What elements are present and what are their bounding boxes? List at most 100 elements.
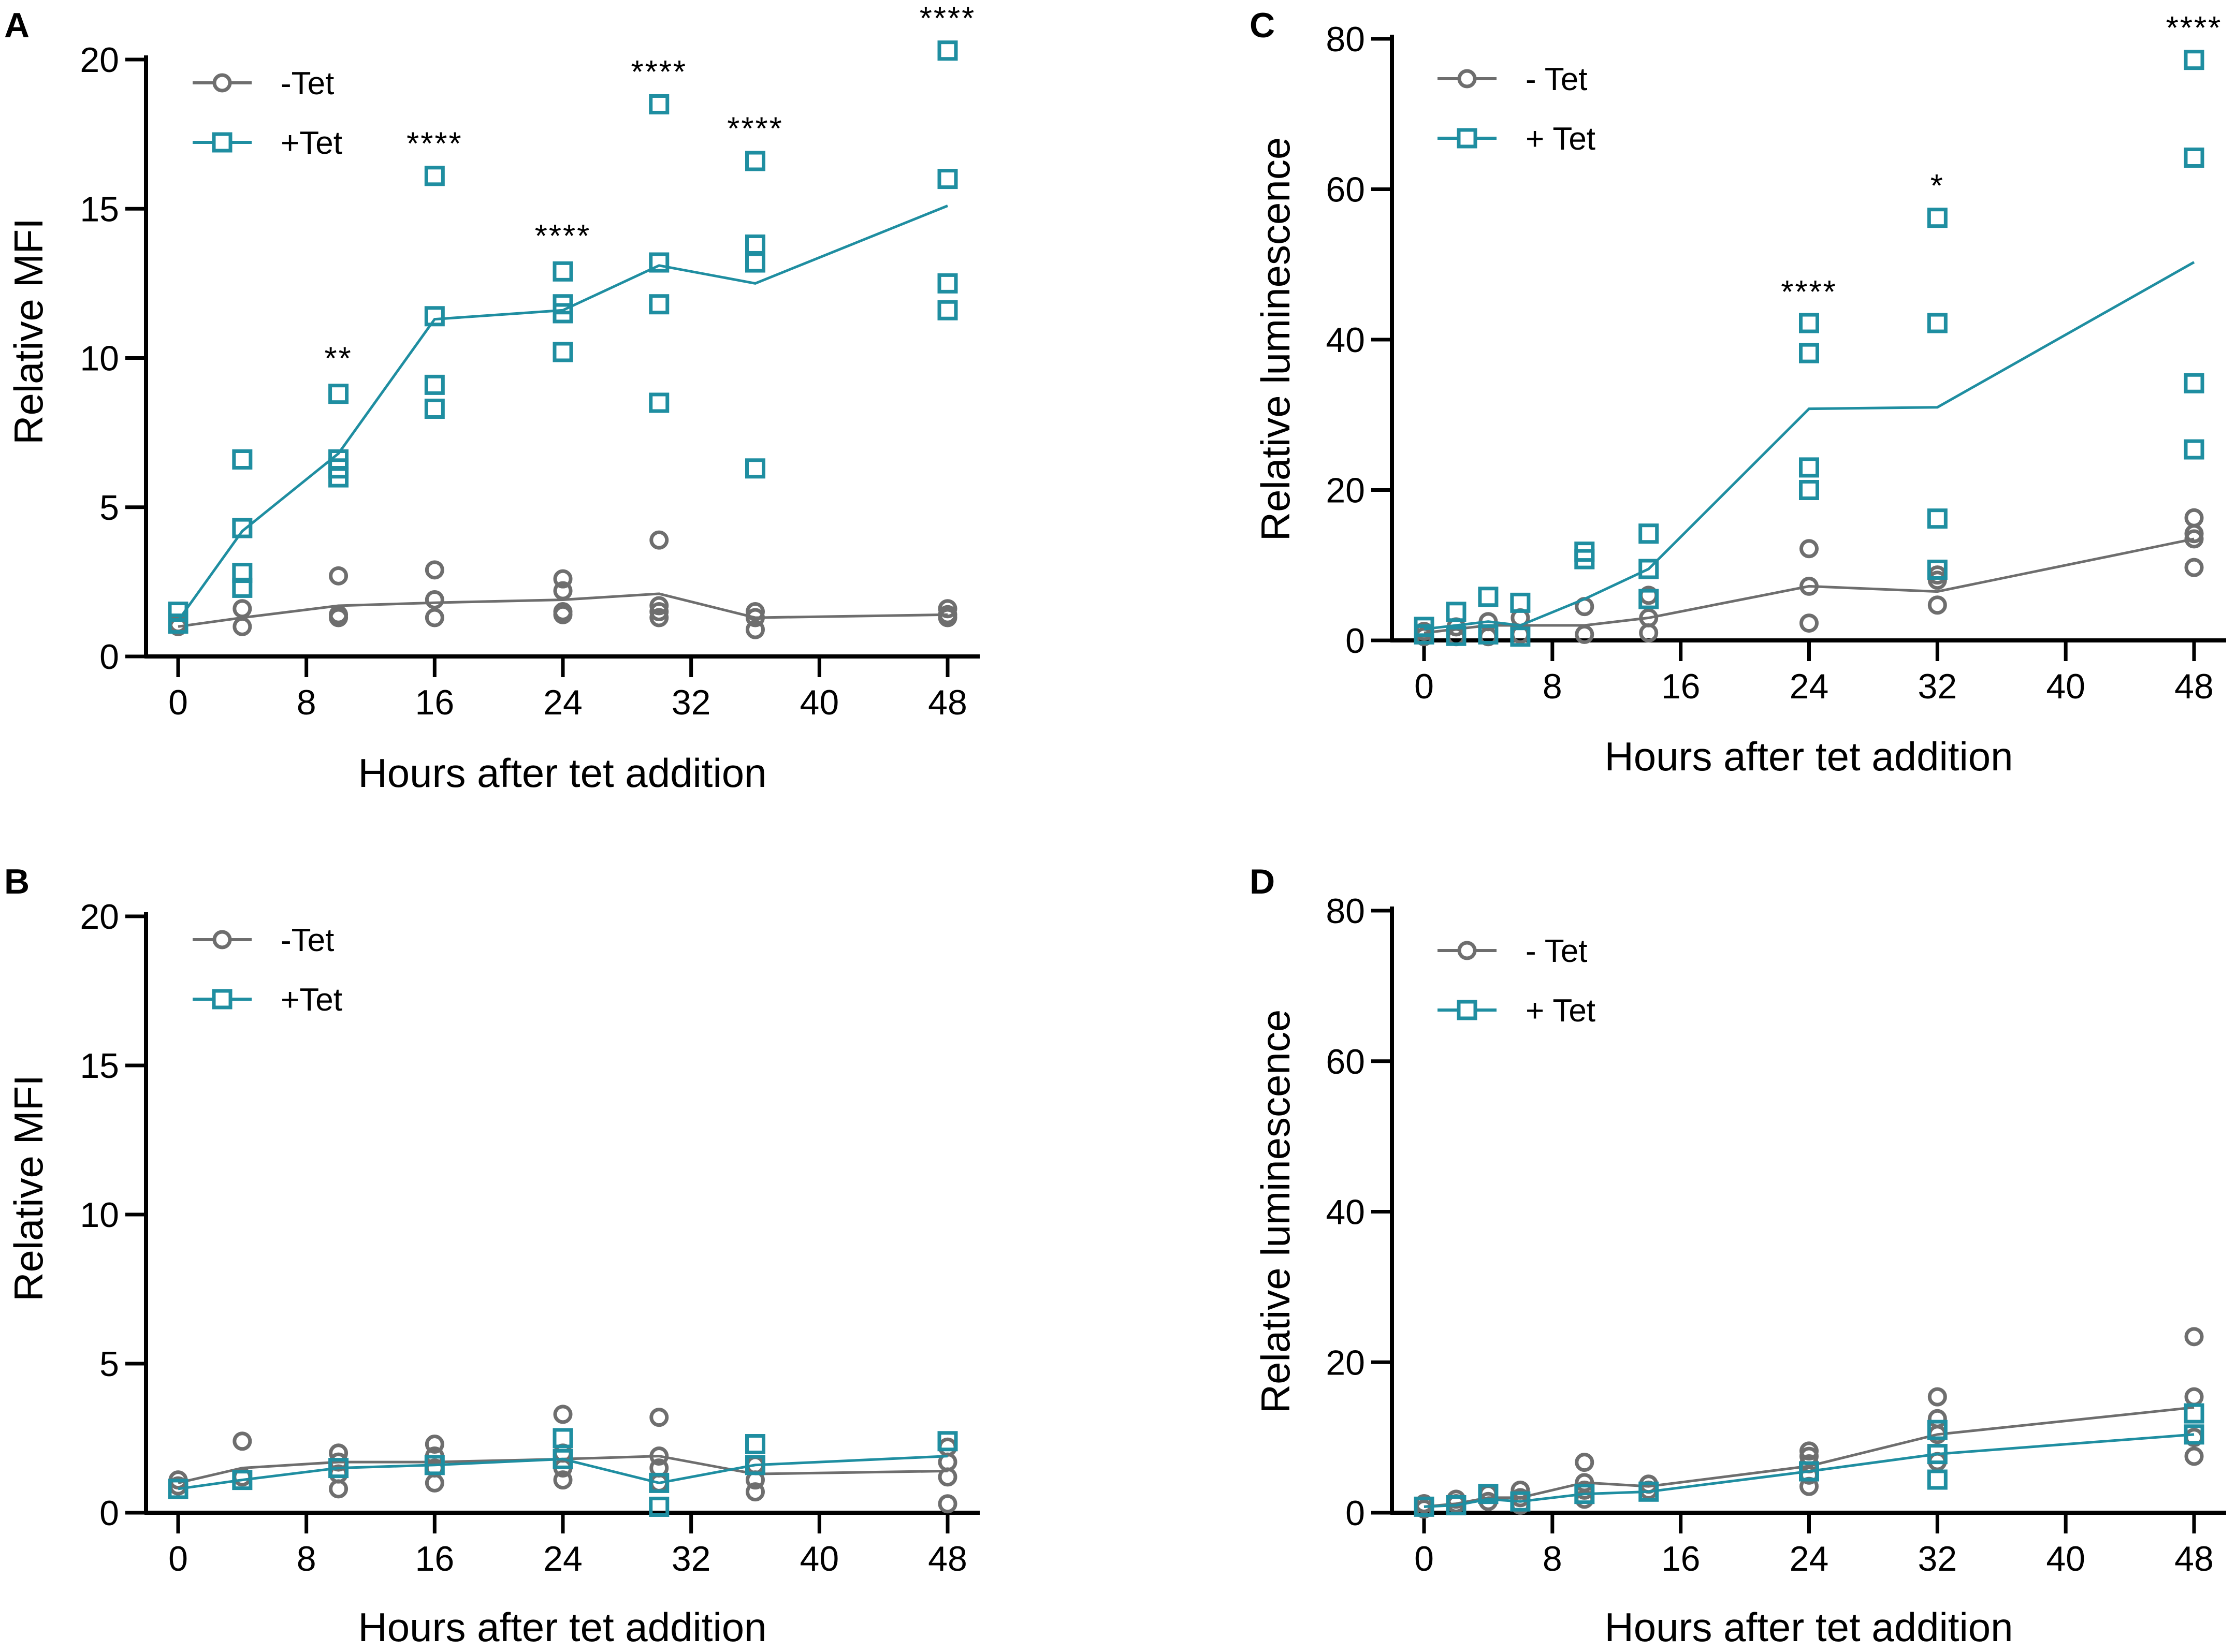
x-tick-label: 16: [1661, 667, 1701, 706]
data-point-plus-tet: [232, 1470, 253, 1490]
data-point-plus-tet: [2184, 1424, 2204, 1445]
significance-label: ****: [727, 111, 783, 147]
y-tick-label: 40: [1326, 320, 1365, 360]
data-point-minus-tet: [1927, 1409, 1947, 1428]
data-point-plus-tet: [1927, 508, 1948, 529]
legend-square-icon: [212, 132, 233, 153]
data-point-plus-tet: [168, 602, 188, 622]
data-point-minus-tet: [2184, 558, 2204, 577]
data-point-plus-tet: [1510, 626, 1531, 647]
series-line-plus-tet: [1424, 261, 2195, 631]
panel-label-c: C: [1250, 6, 1275, 45]
panel-label-b: B: [4, 862, 30, 901]
y-tick-label: 80: [1326, 891, 1365, 931]
y-tick-label: 15: [80, 1046, 119, 1086]
x-tick-label: 16: [415, 683, 455, 722]
data-point-minus-tet: [425, 608, 444, 627]
legend-label-plus-tet: + Tet: [1526, 993, 1595, 1029]
data-point-plus-tet: [424, 399, 445, 419]
x-tick-label: 48: [2174, 1539, 2214, 1578]
data-point-plus-tet: [1446, 602, 1467, 622]
data-point-minus-tet: [746, 620, 765, 639]
y-tick-label: 10: [80, 339, 119, 378]
x-tick-label: 32: [672, 683, 711, 722]
data-point-plus-tet: [553, 342, 573, 362]
data-point-plus-tet: [745, 151, 765, 171]
legend: - Tet + Tet: [1438, 62, 1595, 157]
x-tick-label: 0: [1414, 1539, 1434, 1578]
x-tick-label: 40: [800, 1539, 839, 1578]
data-point-minus-tet: [2184, 1327, 2204, 1347]
data-point-minus-tet: [1799, 576, 1819, 596]
x-tick-label: 16: [1661, 1539, 1701, 1578]
legend-label-minus-tet: -Tet: [281, 923, 334, 958]
data-point-plus-tet: [168, 1479, 188, 1499]
x-tick-label: 8: [1543, 667, 1562, 706]
data-point-plus-tet: [1927, 313, 1948, 333]
x-tick-label: 8: [297, 683, 316, 722]
y-tick-label: 60: [1326, 170, 1365, 210]
x-tick-label: 32: [672, 1539, 711, 1578]
y-axis-title: Relative MFI: [6, 218, 51, 445]
x-tick-label: 8: [297, 1539, 316, 1578]
data-point-plus-tet: [1478, 587, 1499, 607]
x-axis-title: Hours after tet addition: [358, 1604, 766, 1650]
data-point-plus-tet: [937, 169, 958, 189]
data-point-plus-tet: [2184, 50, 2204, 70]
data-point-minus-tet: [1575, 624, 1594, 644]
data-point-plus-tet: [328, 1458, 349, 1479]
significance-label: ****: [920, 1, 976, 36]
y-tick-label: 5: [99, 488, 119, 528]
data-point-minus-tet: [938, 1494, 957, 1514]
data-point-minus-tet: [425, 560, 444, 580]
data-point-minus-tet: [1639, 623, 1659, 642]
data-point-plus-tet: [745, 1455, 765, 1475]
significance-label: ****: [1781, 274, 1837, 310]
panel-label-d: D: [1250, 862, 1275, 901]
data-point-minus-tet: [1639, 608, 1659, 627]
data-point-minus-tet: [649, 1446, 669, 1466]
data-point-plus-tet: [937, 273, 958, 294]
data-point-plus-tet: [1799, 457, 1819, 478]
legend-label-plus-tet: +Tet: [281, 982, 342, 1018]
legend-square-icon: [1457, 128, 1477, 149]
data-point-plus-tet: [553, 261, 573, 282]
data-point-plus-tet: [1927, 559, 1948, 580]
data-point-minus-tet: [938, 599, 957, 619]
data-point-minus-tet: [1575, 1473, 1594, 1493]
data-point-plus-tet: [1799, 313, 1819, 333]
data-point-minus-tet: [553, 569, 573, 589]
x-tick-label: 32: [1918, 1539, 1957, 1578]
y-tick-label: 80: [1326, 20, 1365, 59]
significance-label: *: [1930, 168, 1944, 204]
x-axis-title: Hours after tet addition: [358, 750, 766, 796]
data-point-minus-tet: [938, 605, 957, 624]
data-point-plus-tet: [424, 166, 445, 186]
y-tick-label: 60: [1326, 1042, 1365, 1081]
data-point-plus-tet: [328, 384, 349, 404]
series-line-plus-tet: [177, 204, 948, 622]
y-tick-label: 15: [80, 189, 119, 229]
y-axis-title: Relative MFI: [6, 1075, 51, 1302]
data-point-minus-tet: [425, 1435, 444, 1454]
data-point-plus-tet: [232, 518, 253, 538]
x-tick-label: 24: [543, 1539, 583, 1578]
data-point-plus-tet: [168, 613, 188, 634]
x-tick-label: 0: [1414, 667, 1434, 706]
x-tick-label: 40: [800, 683, 839, 722]
data-point-minus-tet: [649, 608, 669, 627]
data-point-minus-tet: [746, 1482, 765, 1502]
y-tick-label: 0: [1345, 621, 1365, 661]
data-point-plus-tet: [1414, 617, 1434, 637]
data-point-minus-tet: [233, 1431, 252, 1451]
data-point-plus-tet: [1799, 480, 1819, 500]
data-point-minus-tet: [1799, 1441, 1819, 1461]
y-tick-label: 0: [1345, 1494, 1365, 1533]
x-tick-label: 24: [1790, 1539, 1829, 1578]
data-point-minus-tet: [329, 605, 349, 624]
data-point-plus-tet: [937, 40, 958, 61]
panel-b: B Relative MFI Hours after tet addition …: [4, 862, 980, 1650]
data-point-minus-tet: [1575, 1453, 1594, 1472]
data-point-plus-tet: [424, 374, 445, 395]
legend-square-icon: [1457, 1000, 1477, 1020]
